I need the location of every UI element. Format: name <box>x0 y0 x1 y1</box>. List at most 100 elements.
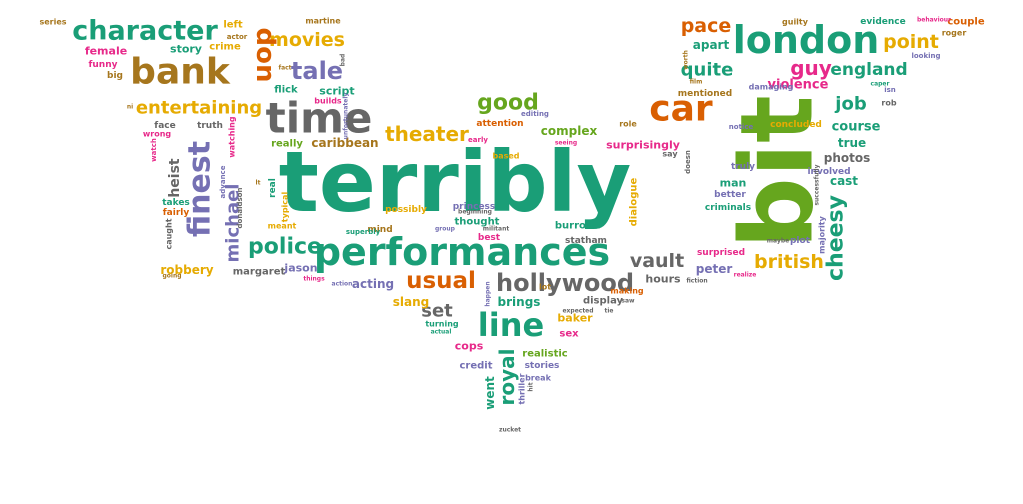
cloud-word-turning: turning <box>425 320 459 329</box>
cloud-word-caper: caper <box>871 81 890 88</box>
cloud-word-truth: truth <box>197 121 223 131</box>
cloud-word-real: real <box>268 178 278 198</box>
cloud-word-majority: majority <box>818 215 827 253</box>
cloud-word-flick: flick <box>274 85 298 96</box>
cloud-word-display: display <box>583 296 624 307</box>
cloud-word-bit: bit <box>719 95 836 249</box>
cloud-word-takes: takes <box>162 198 190 208</box>
cloud-word-zucket: zucket <box>499 427 521 434</box>
cloud-word-advance: advance <box>219 165 227 198</box>
cloud-word-jason: jason <box>283 262 317 275</box>
cloud-word-hollywood: hollywood <box>496 269 634 297</box>
cloud-word-realize: realize <box>734 272 757 279</box>
cloud-word-couple: couple <box>947 17 985 28</box>
cloud-word-things: things <box>303 276 325 283</box>
cloud-word-guilty: guilty <box>782 18 809 27</box>
cloud-word-quite: quite <box>681 60 734 81</box>
cloud-word-beginning: beginning <box>458 209 492 216</box>
cloud-word-isn: isn <box>884 86 896 94</box>
cloud-word-happen: happen <box>485 281 492 306</box>
cloud-word-early: early <box>468 136 488 144</box>
cloud-word-unfortunately: unfortunately <box>343 93 350 140</box>
cloud-word-say: say <box>662 150 678 159</box>
cloud-word-watch: watch <box>150 138 158 162</box>
cloud-word-crime: crime <box>209 42 241 53</box>
cloud-word-time: time <box>266 94 373 143</box>
cloud-word-bad: bad <box>340 54 347 67</box>
cloud-word-superbly: superbly <box>346 228 381 236</box>
cloud-word-role: role <box>619 120 637 129</box>
cloud-word-true: true <box>838 136 866 150</box>
cloud-word-lot: lot <box>539 283 551 292</box>
cloud-word-fairly: fairly <box>163 208 190 218</box>
cloud-word-entertaining: entertaining <box>136 98 262 119</box>
cloud-word-tie: tie <box>605 308 614 315</box>
cloud-word-mentioned: mentioned <box>678 89 732 99</box>
cloud-word-guy: guy <box>790 56 832 80</box>
cloud-word-worth: worth <box>683 50 690 70</box>
cloud-word-cheesy: cheesy <box>824 195 849 281</box>
cloud-word-photos: photos <box>824 151 871 165</box>
cloud-word-cast: cast <box>830 174 858 188</box>
cloud-word-behaviour: behaviour <box>917 17 951 24</box>
cloud-word-evidence: evidence <box>860 17 905 27</box>
cloud-word-performances: performances <box>314 230 610 274</box>
cloud-word-fact: fact <box>278 65 291 72</box>
cloud-word-statham: statham <box>565 236 607 246</box>
cloud-word-really: really <box>271 139 303 150</box>
cloud-word-funny: funny <box>88 60 117 70</box>
cloud-word-looking: looking <box>911 52 940 60</box>
cloud-word-character: character <box>72 16 218 47</box>
cloud-word-surprised: surprised <box>697 248 745 258</box>
cloud-word-possibly: possibly <box>385 205 427 215</box>
cloud-word-stories: stories <box>525 361 560 371</box>
cloud-word-thriller: thriller <box>518 373 527 404</box>
cloud-word-caught: caught <box>165 218 174 249</box>
cloud-word-robbery: robbery <box>160 263 213 277</box>
cloud-word-course: course <box>832 120 881 135</box>
cloud-word-ni: ni <box>127 104 133 111</box>
cloud-word-militant: militant <box>483 226 510 233</box>
cloud-word-criminals: criminals <box>705 203 751 213</box>
cloud-word-successfully: successfully <box>814 164 821 205</box>
cloud-word-slang: slang <box>393 295 430 309</box>
cloud-word-maybe: maybe <box>767 238 789 245</box>
cloud-word-england: england <box>830 60 907 80</box>
cloud-word-watching: watching <box>228 116 237 157</box>
cloud-word-female: female <box>85 45 127 58</box>
cloud-word-damaging: damaging <box>749 83 794 92</box>
cloud-word-hit: hit <box>528 382 535 391</box>
cloud-word-violence: violence <box>768 78 829 93</box>
cloud-word-builds: builds <box>314 97 342 106</box>
cloud-word-fiction: fiction <box>686 278 707 285</box>
cloud-word-sex: sex <box>559 329 579 340</box>
cloud-word-usual: usual <box>406 268 476 294</box>
cloud-word-acting: acting <box>352 277 394 291</box>
cloud-word-involved: involved <box>807 167 850 177</box>
cloud-word-script: script <box>319 85 354 98</box>
cloud-word-action: action <box>332 281 353 288</box>
cloud-word-plot: plot <box>790 236 811 246</box>
cloud-word-actor: actor <box>227 33 248 41</box>
cloud-word-good: good <box>477 91 539 116</box>
cloud-word-vault: vault <box>630 250 684 272</box>
cloud-word-heist: heist <box>167 158 183 198</box>
cloud-word-terribly: terribly <box>279 133 631 231</box>
cloud-word-based: based <box>492 152 519 161</box>
cloud-word-car: car <box>649 89 713 130</box>
cloud-word-british: british <box>754 251 824 273</box>
cloud-word-series: series <box>39 18 66 27</box>
cloud-word-meant: meant <box>268 222 297 231</box>
cloud-word-expected: expected <box>562 308 593 315</box>
cloud-word-mind: mind <box>367 225 392 235</box>
cloud-word-attention: attention <box>476 119 523 129</box>
cloud-word-big: big <box>107 71 123 81</box>
cloud-word-rob: rob <box>881 99 896 108</box>
cloud-word-donaldson: donaldson <box>236 188 244 229</box>
cloud-word-princess: princess <box>453 202 496 212</box>
cloud-word-cops: cops <box>455 340 484 353</box>
cloud-word-hours: hours <box>645 273 681 286</box>
cloud-word-thought: thought <box>455 217 500 228</box>
cloud-word-set: set <box>421 301 453 322</box>
cloud-word-notice: notice <box>729 123 754 131</box>
